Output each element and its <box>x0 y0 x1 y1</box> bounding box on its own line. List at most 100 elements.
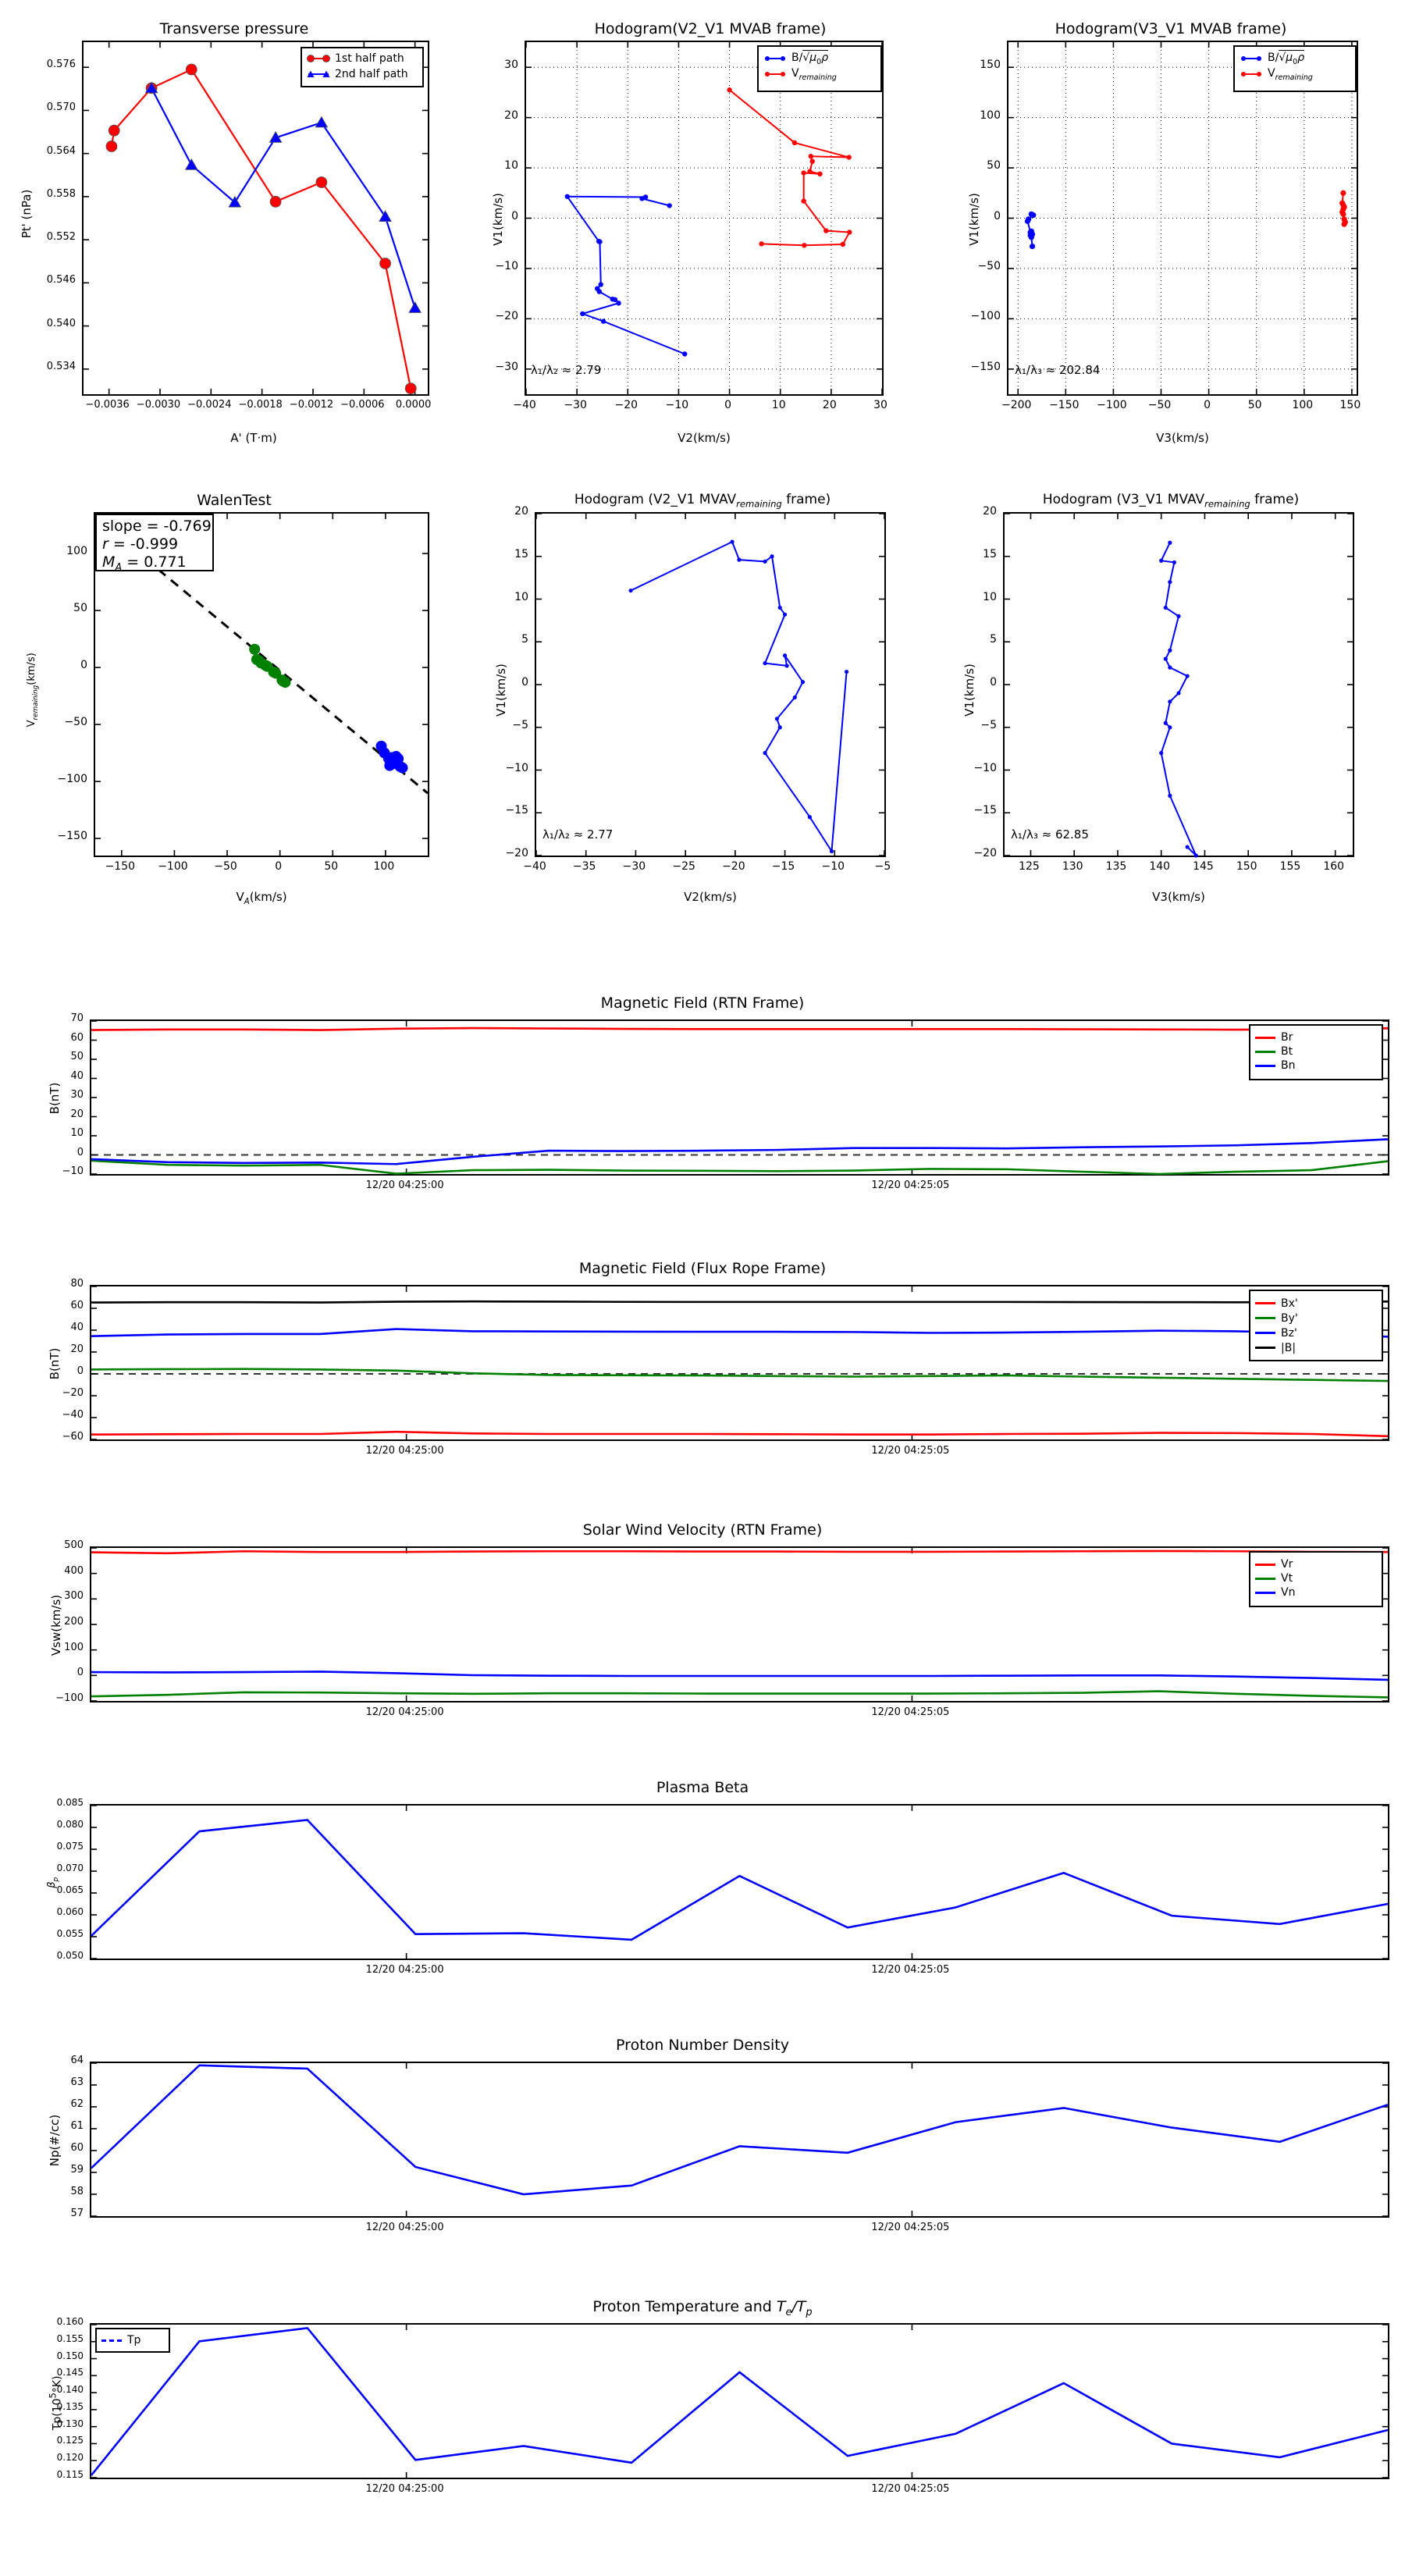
y-tick-label: 0.080 <box>56 1819 84 1830</box>
y-tick-label: 0.558 <box>46 187 76 200</box>
legend-item: Bn <box>1250 1059 1382 1073</box>
plot-svg <box>1005 513 1353 858</box>
eigenvalue-ratio-annotation: λ₁/λ₂ ≈ 2.79 <box>531 363 602 377</box>
legend-label: Bt <box>1281 1045 1293 1058</box>
plot-area <box>90 1285 1389 1441</box>
legend-item: B/√μ0ρ <box>1235 49 1355 66</box>
y-tick-label: 0.552 <box>46 231 76 244</box>
plot-svg <box>1008 42 1357 394</box>
x-tick-label: 0.0000 <box>395 399 432 411</box>
legend-item: Br <box>1250 1030 1382 1044</box>
y-tick-label: 0.085 <box>56 1797 84 1808</box>
y-tick-label: 0.125 <box>56 2435 84 2446</box>
x-tick-label: 20 <box>822 399 837 411</box>
y-tick-label: −60 <box>62 1431 84 1443</box>
time-tick-label: 12/20 04:25:00 <box>365 1179 444 1191</box>
x-tick-label: 140 <box>1149 860 1171 873</box>
y-tick-label: −10 <box>495 259 518 272</box>
y-tick-label: 50 <box>70 1051 84 1062</box>
x-tick-label: −0.0030 <box>136 399 181 411</box>
y-tick-label: −30 <box>495 360 518 373</box>
x-tick-label: −200 <box>1001 399 1032 411</box>
x-tick-label: 150 <box>1339 399 1361 411</box>
y-tick-label: 0 <box>76 1667 84 1679</box>
y-tick-label: 0.055 <box>56 1928 84 1939</box>
legend: B/√μ0ρ Vremaining <box>757 45 882 92</box>
x-tick-label: −0.0036 <box>85 399 130 411</box>
y-tick-label: 0.546 <box>46 274 76 286</box>
y-tick-label: 300 <box>64 1590 84 1603</box>
panel-title: WalenTest <box>197 492 272 509</box>
y-tick-label: −150 <box>57 830 87 843</box>
plot-svg <box>91 1805 1389 1959</box>
legend-marker-line <box>1241 56 1261 61</box>
x-tick-label: 0 <box>724 399 732 411</box>
legend-item: 2nd half path <box>302 66 422 82</box>
y-tick-label: 0 <box>76 1365 84 1377</box>
y-tick-label: 0.050 <box>56 1950 84 1961</box>
x-tick-label: −50 <box>214 860 237 873</box>
panel-title: Proton Number Density <box>616 2037 789 2054</box>
plot-svg <box>91 1547 1389 1702</box>
legend-label: Vremaining <box>791 66 837 82</box>
y-tick-label: 150 <box>980 59 1001 72</box>
y-tick-label: −5 <box>980 718 997 731</box>
time-tick-label: 12/20 04:25:05 <box>871 1706 950 1718</box>
legend-label: By' <box>1281 1311 1298 1325</box>
legend-item: Bz' <box>1250 1325 1382 1340</box>
x-tick-label: −30 <box>622 860 646 873</box>
y-tick-label: 50 <box>987 159 1001 173</box>
y-tick-label: 60 <box>70 2142 84 2154</box>
eigenvalue-ratio-annotation: λ₁/λ₂ ≈ 2.77 <box>542 827 614 841</box>
plot-area <box>90 2062 1389 2218</box>
y-tick-label: 100 <box>66 545 87 558</box>
x-tick-label: 160 <box>1323 860 1345 873</box>
legend-label: Vn <box>1281 1586 1296 1599</box>
y-tick-label: 80 <box>70 1278 84 1290</box>
panel-walen-test: WalenTest slope = -0.769 r = -0.999 MA =… <box>0 476 468 913</box>
legend-label: Tp <box>127 2334 141 2347</box>
y-tick-label: −20 <box>495 310 518 323</box>
y-tick-label: 64 <box>70 2055 84 2066</box>
panel-plasma-beta: Plasma Beta βp 0.050 0.055 0.060 0.065 0.070… <box>0 1776 1405 2010</box>
legend-label: B/√μ0ρ <box>791 49 829 66</box>
y-tick-label: 0.135 <box>56 2400 84 2412</box>
legend-label: Bz' <box>1281 1326 1297 1340</box>
legend-item: Vremaining <box>759 66 880 82</box>
y-tick-label: 0.564 <box>46 144 76 157</box>
y-tick-label: 10 <box>504 159 518 173</box>
y-tick-label: 0.534 <box>46 360 76 372</box>
y-tick-label: 0.155 <box>56 2332 84 2344</box>
y-tick-label: 5 <box>990 633 997 646</box>
y-tick-label: 200 <box>64 1616 84 1628</box>
legend-label: B/√μ0ρ <box>1268 49 1305 66</box>
panel-magnetic-field-fluxrope: Magnetic Field (Flux Rope Frame) Bx' By'… <box>0 1257 1405 1491</box>
x-tick-label: −150 <box>105 860 136 873</box>
y-tick-label: 100 <box>64 1641 84 1653</box>
panel-hodogram-v3v1-remaining: Hodogram (V3_V1 MVAVremaining frame) λ₁/… <box>937 476 1405 913</box>
y-tick-label: 70 <box>70 1012 84 1024</box>
panel-title: Hodogram(V3_V1 MVAB frame) <box>1055 20 1287 37</box>
y-tick-label: 61 <box>70 2120 84 2132</box>
x-tick-label: 30 <box>873 399 887 411</box>
y-tick-label: 0 <box>994 209 1001 222</box>
y-tick-label: 60 <box>70 1300 84 1311</box>
y-tick-label: 15 <box>514 547 528 560</box>
panel-title: Transverse pressure <box>159 20 309 37</box>
y-tick-label: −100 <box>970 310 1001 323</box>
legend-label: 2nd half path <box>335 68 408 80</box>
legend-label: Vr <box>1281 1558 1293 1571</box>
plot-area <box>90 1804 1389 1960</box>
legend-item: Bx' <box>1250 1296 1382 1311</box>
y-tick-label: 20 <box>70 1343 84 1355</box>
panel-title: Hodogram (V3_V1 MVAVremaining frame) <box>1042 492 1300 510</box>
plot-svg <box>91 1020 1389 1176</box>
y-tick-label: 20 <box>514 505 528 518</box>
y-tick-label: −100 <box>55 1692 84 1704</box>
panel-magnetic-field-rtn: Magnetic Field (RTN Frame) Br Bt Bn B(nT… <box>0 991 1405 1218</box>
y-tick-label: −10 <box>505 761 528 774</box>
legend-item: Tp <box>97 2332 169 2348</box>
y-tick-label: 10 <box>983 590 997 603</box>
x-tick-label: −10 <box>665 399 689 411</box>
